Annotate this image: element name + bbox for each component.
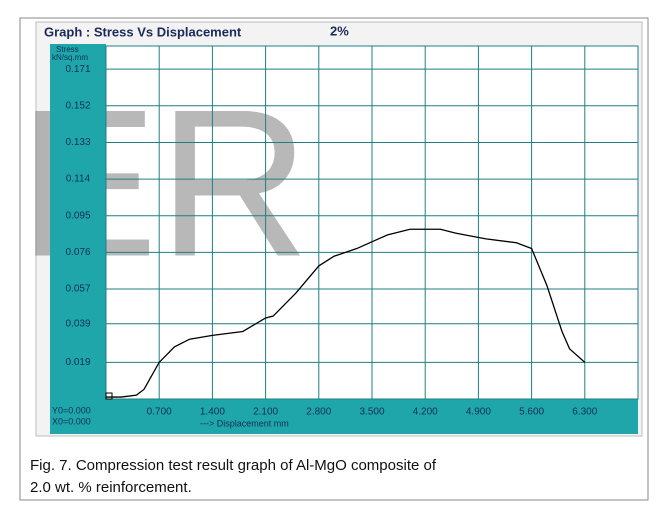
caption: 2.0 wt. % reinforcement. (30, 479, 192, 496)
x-tick-label: 0.700 (147, 407, 172, 418)
y-tick-label: 0.019 (65, 357, 90, 368)
y-tick-label: 0.152 (65, 100, 90, 111)
x-axis-panel (50, 399, 638, 434)
chart-title: Graph : Stress Vs Displacement (44, 24, 242, 39)
y-tick-label: 0.171 (65, 64, 90, 75)
x-tick-label: 2.100 (253, 407, 278, 418)
start-marker (105, 392, 113, 400)
x-tick-label: 4.900 (466, 407, 491, 418)
y-tick-label: 0.095 (65, 210, 90, 221)
y-axis-label: kN/sq.mm (52, 53, 88, 62)
y-tick-label: 0.114 (66, 174, 91, 185)
data-line (106, 228, 586, 398)
plot-border (105, 45, 639, 400)
chart-subtitle: 2% (330, 23, 349, 38)
x-tick-label: 3.500 (359, 407, 384, 418)
x-tick-label: 5.600 (519, 407, 544, 418)
origin-label: X0=0.000 (52, 416, 91, 426)
y-axis-panel (50, 44, 106, 434)
x-axis-label: ---> Displacement mm (200, 418, 289, 428)
x-tick-label: 6.300 (572, 407, 597, 418)
y-tick-label: 0.076 (65, 247, 90, 258)
y-tick-label: 0.039 (65, 318, 90, 329)
x-tick-label: 1.400 (200, 407, 225, 418)
y-tick-label: 0.057 (65, 284, 90, 295)
origin-label: Y0=0.000 (52, 405, 91, 415)
x-tick-label: 2.800 (306, 407, 331, 418)
y-tick-label: 0.133 (65, 137, 90, 148)
y-axis-label: Stress (56, 45, 79, 54)
x-tick-label: 4.200 (413, 407, 438, 418)
caption: Fig. 7. Compression test result graph of… (30, 457, 437, 474)
